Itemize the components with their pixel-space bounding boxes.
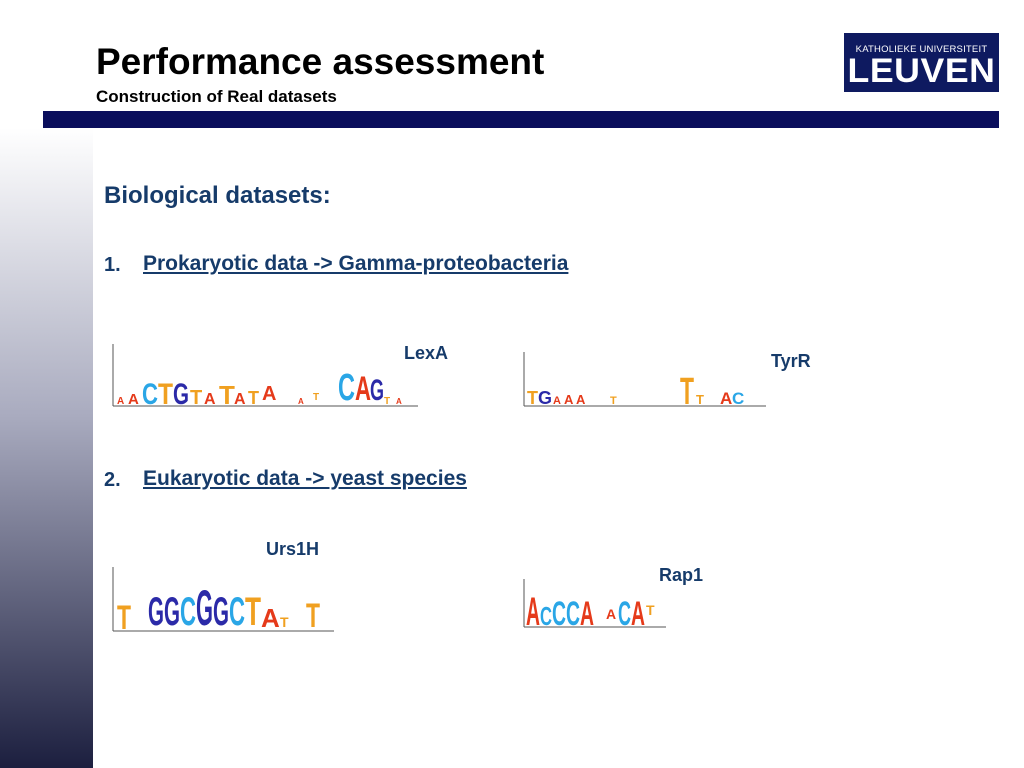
rap1-letter: C xyxy=(552,595,566,633)
urs1h-letter: G xyxy=(213,590,229,634)
left-gradient-sidebar xyxy=(0,128,93,768)
lexa-label: LexA xyxy=(404,343,449,363)
urs1h-letter: G xyxy=(148,590,164,634)
lexa-letter: A xyxy=(355,370,371,408)
rap1-letter: T xyxy=(646,602,655,618)
urs1h-letter: A xyxy=(261,603,280,633)
lexa-letter: A xyxy=(204,391,216,408)
lexa-letter: A xyxy=(128,391,139,408)
rap1-letter: A xyxy=(606,606,616,622)
lexa-letter: T xyxy=(248,388,259,408)
lexa-letter: C xyxy=(142,378,158,411)
lexa-letter: T xyxy=(313,392,319,403)
lexa-letter: T xyxy=(384,396,390,407)
lexa-letter: C xyxy=(338,367,355,409)
tyrr-letter: A xyxy=(564,392,574,407)
tyrr-letter: C xyxy=(732,389,744,408)
rap1-letter: A xyxy=(526,590,540,634)
item-2-link[interactable]: Eukaryotic data -> yeast species xyxy=(143,467,467,490)
lexa-letter: A xyxy=(396,397,402,406)
header-rule xyxy=(43,111,999,128)
lexa-letter: G xyxy=(370,374,384,407)
lexa-letter: T xyxy=(190,387,202,409)
logo-leuven-line: LEUVEN xyxy=(847,52,996,90)
item-1-number: 1. xyxy=(104,254,121,276)
lexa-letter: A xyxy=(234,391,246,408)
rap1-letter: A xyxy=(631,595,645,633)
ku-leuven-logo: KATHOLIEKE UNIVERSITEIT LEUVEN xyxy=(844,33,999,92)
tyrr-sequence-logo: T G A A A T T T A C xyxy=(523,352,766,413)
tyrr-letter: A xyxy=(720,389,732,408)
urs1h-letter: T xyxy=(117,599,131,637)
tyrr-letter: G xyxy=(538,388,552,408)
lexa-sequence-logo: A A C T G T A T A T A A T C A G T A xyxy=(112,344,418,411)
rap1-sequence-logo: A C C C A A C A T xyxy=(523,579,666,634)
lexa-letter: T xyxy=(219,380,235,410)
tyrr-letter: T xyxy=(527,388,538,408)
urs1h-letter: T xyxy=(280,614,289,630)
page-title: Performance assessment xyxy=(96,41,545,82)
section-heading: Biological datasets: xyxy=(104,182,331,209)
lexa-letter: A xyxy=(262,383,276,405)
urs1h-label: Urs1H xyxy=(266,539,320,559)
page-subtitle: Construction of Real datasets xyxy=(96,87,337,106)
urs1h-letter: C xyxy=(229,590,245,634)
item-2-number: 2. xyxy=(104,469,121,491)
tyrr-letter: A xyxy=(553,395,561,407)
tyrr-letter: T xyxy=(696,392,704,407)
urs1h-letter: T xyxy=(245,590,261,634)
tyrr-letter: A xyxy=(576,392,586,407)
rap1-letter: C xyxy=(540,601,552,631)
lexa-letter: A xyxy=(117,396,124,407)
logo-university-line: KATHOLIEKE UNIVERSITEIT xyxy=(855,44,988,55)
lexa-letter: T xyxy=(158,378,173,411)
urs1h-letter: T xyxy=(306,597,320,635)
tyrr-label: TyrR xyxy=(771,351,811,371)
rap1-letter: A xyxy=(580,595,594,633)
rap1-letter: C xyxy=(566,595,580,633)
lexa-letter: A xyxy=(298,397,304,406)
item-1-link[interactable]: Prokaryotic data -> Gamma-proteobacteria xyxy=(143,252,569,275)
rap1-letter: C xyxy=(618,595,631,633)
urs1h-letter: G xyxy=(196,580,213,636)
tyrr-letter: T xyxy=(610,395,617,407)
tyrr-letter: T xyxy=(680,371,694,413)
urs1h-letter: C xyxy=(180,590,196,634)
rap1-label: Rap1 xyxy=(659,565,704,585)
urs1h-sequence-logo: T G G C G G C T A T T xyxy=(112,567,334,637)
lexa-letter: G xyxy=(173,378,189,411)
urs1h-letter: G xyxy=(164,590,180,634)
